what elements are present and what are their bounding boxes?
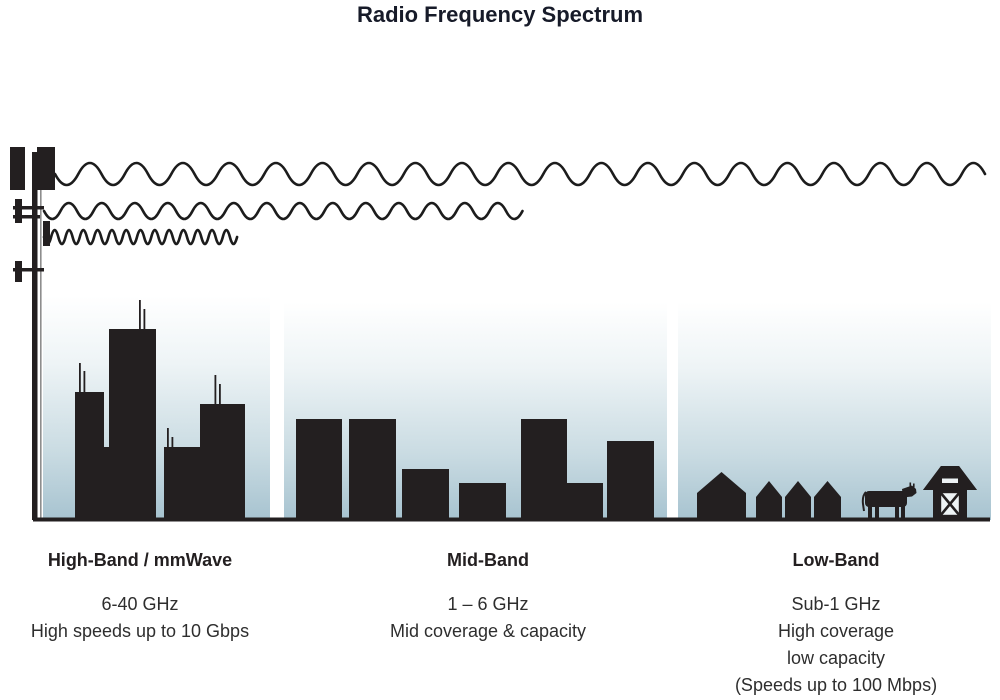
rooftop-antenna [219,384,221,405]
rooftop-antenna [143,309,146,330]
skyscraper-icon [109,329,156,520]
cow-leg [901,504,905,518]
tower-crossarm [13,215,40,219]
building-icon [521,419,567,520]
cow-tail [861,491,867,512]
band-frequency: Sub-1 GHz [791,594,881,614]
house-icon [756,481,782,520]
ground-line [33,517,990,522]
rooftop-antenna [167,428,169,448]
high-band-city-skyline [75,300,245,520]
band-detail: low capacity [786,648,886,668]
skyscraper-icon [200,404,245,520]
band-detail: High coverage [777,621,895,641]
skyscraper-icon [75,392,104,520]
tower-crossarm [13,268,44,272]
high-band-label-group: High-Band / mmWave 6-40 GHz High speeds … [10,549,270,645]
house-icon [785,481,811,520]
tower-crossarm [13,206,44,210]
band-name: Low-Band [792,550,880,570]
spectrum-illustration [10,147,991,522]
cow-leg [895,504,899,518]
building-icon [459,483,506,520]
rooftop-antenna [171,437,174,448]
band-detail: Mid coverage & capacity [389,621,587,641]
rooftop-antenna [79,363,81,393]
cow-icon [861,482,917,518]
cow-head [902,485,917,498]
low-frequency-wave-icon [53,161,987,187]
rooftop-antenna [214,375,217,405]
tower-antenna-mid [15,199,22,223]
band-name: High-Band / mmWave [47,550,233,570]
skyscraper-icon [164,447,200,520]
cow-body [865,491,907,507]
house-icon [814,481,841,520]
house-icon [697,472,746,520]
rooftop-antenna [83,371,86,393]
cell-tower-icon [10,147,55,520]
low-band-rural-scene [697,466,977,520]
tower-antenna-side [43,221,50,246]
building-icon [607,441,654,520]
rooftop-antenna [139,300,141,330]
tower-mast [32,152,38,520]
high-frequency-wave-icon [42,228,239,246]
tower-mast-shadow [40,186,42,520]
tower-antenna-panel-right [37,147,55,190]
cow-leg [875,504,879,518]
building-icon [402,469,449,520]
band-frequency: 6-40 GHz [101,594,179,614]
mid-band-town-skyline [296,419,654,520]
cow-horn [913,483,915,488]
tower-antenna-panel-left [10,147,25,190]
barn-vent [942,478,958,483]
band-detail: (Speeds up to 100 Mbps) [734,675,938,695]
skyscraper-icon [104,447,109,520]
band-name: Mid-Band [447,550,529,570]
barn-icon [923,466,977,518]
band-frequency: 1 – 6 GHz [447,594,529,614]
mid-frequency-wave-icon [42,201,524,221]
barn-door-cross-brace [939,491,961,517]
building-icon [296,419,342,520]
mid-band-label-group: Mid-Band 1 – 6 GHz Mid coverage & capaci… [358,549,618,645]
page-title: Radio Frequency Spectrum [356,2,644,27]
low-band-label-group: Low-Band Sub-1 GHz High coverage low cap… [706,549,966,699]
band-detail: High speeds up to 10 Gbps [30,621,250,641]
building-icon [349,419,396,520]
building-icon [567,483,603,520]
cow-horn [909,482,912,488]
cow-leg [868,504,872,518]
barn-roof-fill [923,466,977,490]
